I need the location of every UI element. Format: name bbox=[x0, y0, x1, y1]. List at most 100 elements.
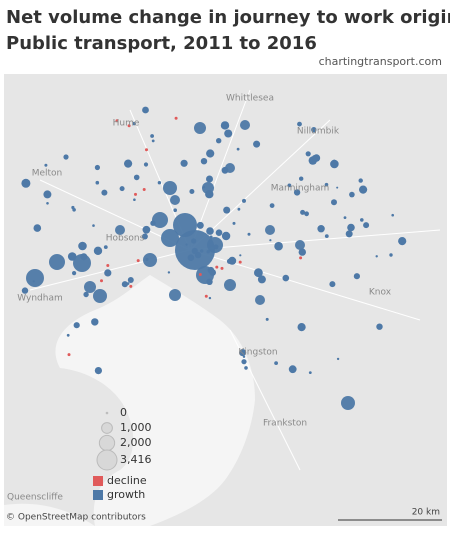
bubble bbox=[145, 257, 149, 262]
bubble bbox=[72, 271, 77, 276]
bubble bbox=[282, 274, 290, 282]
bubble bbox=[299, 256, 303, 260]
bubble bbox=[115, 119, 119, 123]
bubble bbox=[308, 371, 312, 374]
legend-color-label: growth bbox=[107, 488, 145, 501]
bubble bbox=[127, 124, 131, 128]
bubble bbox=[265, 225, 275, 235]
bubble bbox=[145, 148, 148, 152]
bubble bbox=[255, 295, 265, 305]
bubble bbox=[142, 225, 151, 234]
bubble bbox=[359, 185, 368, 194]
bubble bbox=[239, 254, 242, 257]
bubble bbox=[203, 186, 206, 189]
bubble bbox=[83, 291, 89, 298]
bubble bbox=[141, 233, 148, 240]
bubble bbox=[232, 221, 236, 225]
bubble bbox=[242, 355, 246, 358]
bubble bbox=[206, 250, 210, 254]
bubble bbox=[204, 294, 208, 298]
bubble bbox=[72, 208, 76, 212]
bubble bbox=[324, 234, 329, 239]
attribution: © OpenStreetMap contributors bbox=[6, 513, 146, 523]
bubble bbox=[221, 166, 229, 174]
bubble bbox=[133, 174, 140, 181]
bubble bbox=[247, 232, 251, 236]
bubble bbox=[21, 287, 29, 294]
bubble bbox=[295, 240, 305, 250]
place-label: Frankston bbox=[263, 419, 307, 429]
bubble bbox=[237, 207, 241, 211]
legend-size-label: 3,416 bbox=[120, 453, 152, 466]
bubble bbox=[152, 212, 168, 228]
bubble bbox=[224, 279, 236, 291]
bubble bbox=[311, 127, 317, 133]
bubble bbox=[228, 256, 237, 265]
bubble bbox=[80, 253, 88, 261]
bubble bbox=[115, 225, 125, 235]
place-label: Queenscliffe bbox=[7, 493, 63, 503]
bubble bbox=[208, 296, 212, 300]
bubble bbox=[336, 186, 339, 189]
bubble bbox=[150, 134, 155, 138]
bubble bbox=[269, 203, 275, 209]
bubble bbox=[223, 206, 231, 214]
scale-label: 20 km bbox=[412, 508, 440, 518]
bubble bbox=[43, 190, 52, 199]
bubble bbox=[299, 176, 304, 181]
bubble bbox=[205, 190, 214, 199]
bubble bbox=[194, 122, 206, 134]
bubble bbox=[142, 106, 149, 114]
bubble bbox=[26, 269, 44, 287]
bubble bbox=[341, 396, 355, 410]
place-label: Knox bbox=[369, 288, 392, 298]
bubble bbox=[200, 158, 208, 165]
bubble bbox=[238, 260, 242, 264]
bubble bbox=[244, 366, 248, 370]
bubble bbox=[94, 367, 102, 375]
legend-size-label: 0 bbox=[120, 406, 127, 419]
bubble bbox=[215, 265, 219, 269]
bubble bbox=[73, 322, 80, 329]
bubble bbox=[129, 284, 133, 288]
bubble bbox=[143, 253, 157, 267]
bubble bbox=[287, 183, 292, 188]
bubble bbox=[391, 213, 395, 217]
bubble bbox=[157, 181, 162, 185]
bubble bbox=[142, 188, 146, 191]
bubble bbox=[242, 198, 246, 203]
legend-size-label: 1,000 bbox=[120, 421, 152, 434]
bubble bbox=[134, 192, 137, 196]
bubble bbox=[104, 269, 112, 277]
bubble bbox=[329, 281, 336, 288]
bubble bbox=[94, 164, 100, 171]
bubble bbox=[353, 273, 360, 280]
bubble bbox=[103, 245, 108, 250]
bubble bbox=[375, 255, 378, 258]
bubble bbox=[127, 277, 134, 283]
roads bbox=[29, 89, 441, 471]
bubble bbox=[254, 268, 263, 278]
bubble bbox=[93, 246, 103, 255]
source: chartingtransport.com bbox=[319, 55, 442, 68]
bubble bbox=[78, 241, 87, 251]
bubble bbox=[33, 224, 42, 232]
bubble bbox=[206, 278, 213, 285]
legend-size bbox=[98, 434, 116, 452]
bubble bbox=[274, 241, 283, 251]
bubble bbox=[161, 229, 179, 247]
place-label: Manningham bbox=[271, 184, 330, 194]
bubble bbox=[150, 220, 156, 226]
bubble bbox=[305, 151, 311, 157]
bubble bbox=[376, 323, 383, 330]
bubble bbox=[84, 281, 96, 293]
place-label: Whittlesea bbox=[226, 94, 274, 104]
bubble bbox=[331, 199, 337, 206]
bubble bbox=[343, 216, 347, 220]
bubble bbox=[173, 208, 177, 212]
bubble bbox=[345, 230, 353, 238]
legend-swatch bbox=[93, 490, 103, 500]
bubble bbox=[215, 229, 223, 236]
bubble bbox=[143, 162, 149, 167]
bubble bbox=[67, 353, 71, 357]
